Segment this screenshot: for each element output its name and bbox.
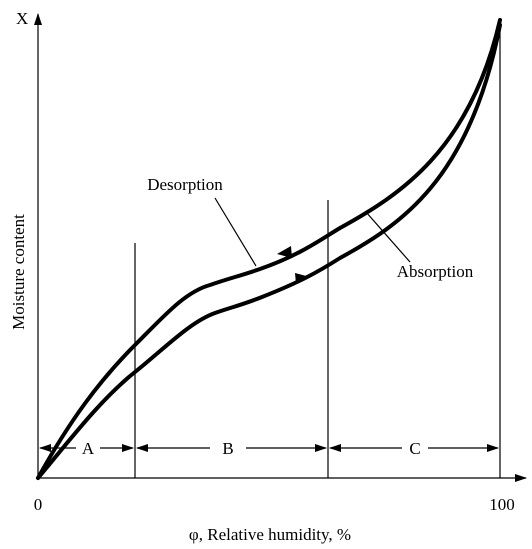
y-title: Moisture content — [9, 214, 28, 330]
region-label: A — [82, 439, 95, 458]
desorption-label: Desorption — [147, 175, 223, 194]
region-label: B — [222, 439, 233, 458]
x-start: 0 — [34, 495, 43, 514]
y-symbol: X — [16, 9, 28, 28]
leader-line — [214, 197, 257, 267]
desorption-curve — [36, 18, 502, 480]
absorption-curve — [36, 23, 502, 480]
x-title: φ, Relative humidity, % — [189, 525, 351, 544]
leader-line — [365, 211, 411, 263]
desorption-arrow — [277, 246, 292, 258]
absorption-arrow — [295, 273, 310, 284]
absorption-label: Absorption — [397, 262, 474, 281]
x-end: 100 — [489, 495, 515, 514]
region-label: C — [409, 439, 420, 458]
